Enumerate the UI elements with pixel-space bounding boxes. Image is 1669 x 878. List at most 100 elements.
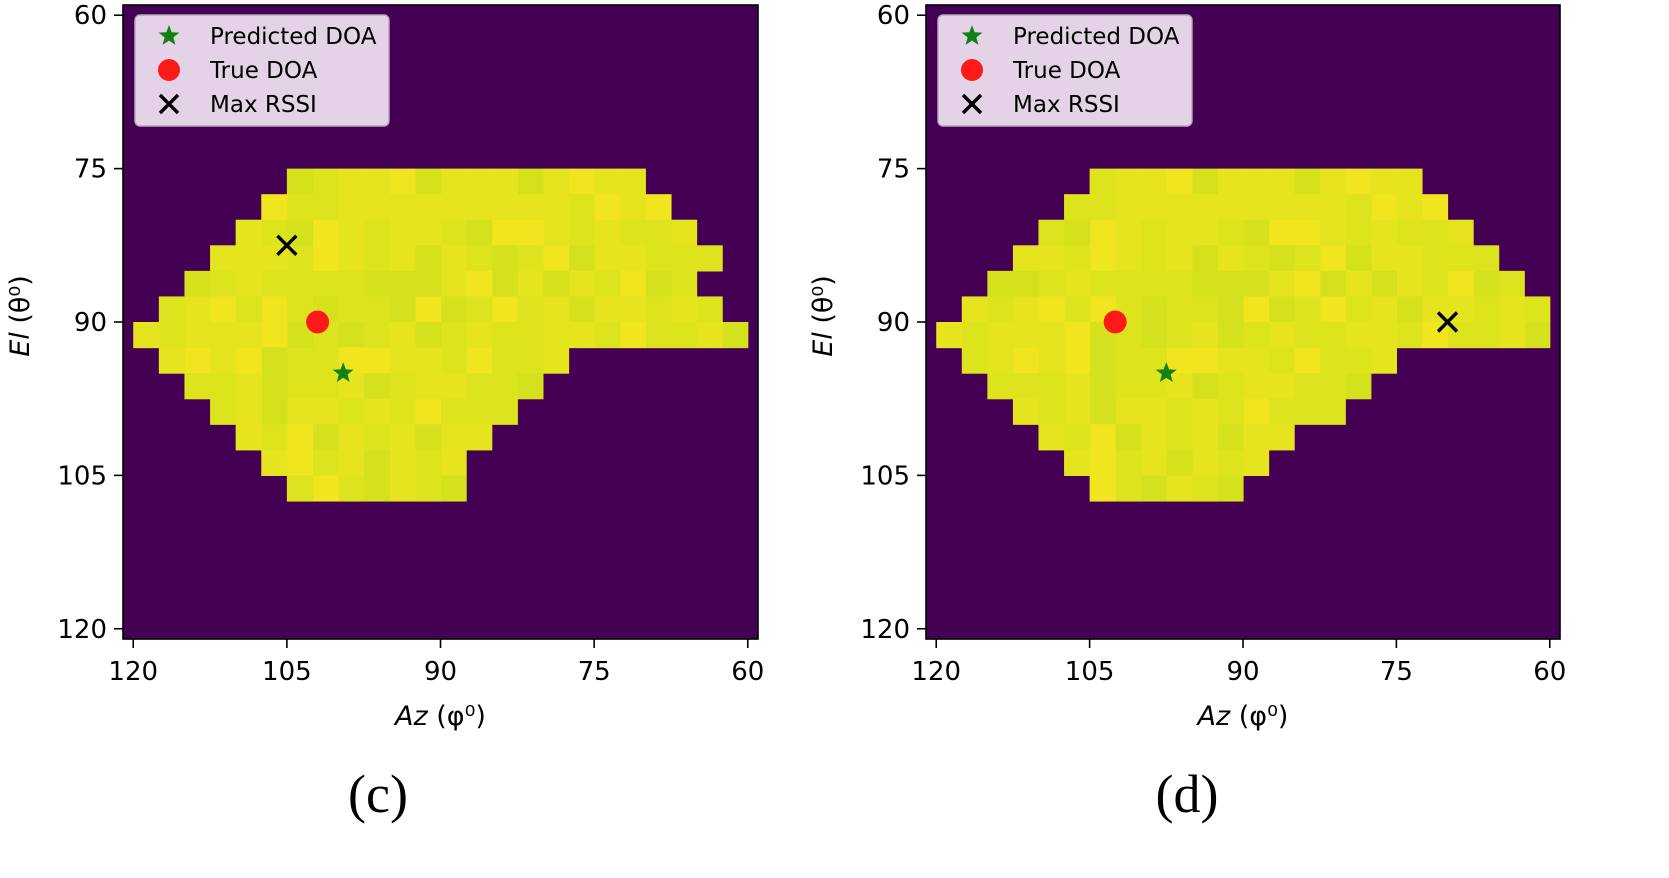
heatmap-cell bbox=[414, 296, 442, 323]
heatmap-cell bbox=[414, 322, 442, 349]
heatmap-cell bbox=[1473, 322, 1500, 349]
heatmap-cell bbox=[261, 194, 288, 221]
heatmap-cell bbox=[235, 424, 262, 451]
heatmap-cell bbox=[1243, 219, 1270, 246]
legend-label-true: True DOA bbox=[209, 58, 318, 84]
heatmap-cell bbox=[670, 219, 698, 246]
heatmap-cell bbox=[363, 270, 390, 298]
heatmap-cell bbox=[1319, 194, 1346, 221]
heatmap-cell bbox=[1345, 322, 1372, 349]
heatmap-cell bbox=[440, 245, 467, 272]
heatmap-region bbox=[133, 168, 749, 502]
y-tick-label: 120 bbox=[57, 615, 107, 645]
heatmap-cell bbox=[1294, 347, 1321, 374]
heatmap-cell bbox=[1191, 245, 1219, 272]
heatmap-cell bbox=[1268, 168, 1295, 195]
heatmap-cell bbox=[1345, 194, 1372, 221]
heatmap-cell bbox=[1243, 245, 1270, 272]
heatmap-cell bbox=[286, 270, 314, 298]
heatmap-cell bbox=[1319, 322, 1346, 349]
heatmap-cell bbox=[363, 168, 390, 195]
heatmap-cell bbox=[696, 322, 723, 349]
x-tick-label: 105 bbox=[262, 657, 312, 687]
heatmap-cell bbox=[1166, 398, 1193, 425]
x-tick-label: 105 bbox=[1065, 657, 1115, 687]
heatmap-cell bbox=[1370, 219, 1397, 246]
x-icon bbox=[158, 93, 180, 115]
heatmap-cell bbox=[1089, 270, 1116, 298]
heatmap-cell bbox=[312, 245, 339, 272]
heatmap-cell bbox=[1498, 322, 1525, 349]
heatmap-cell bbox=[338, 270, 365, 298]
heatmap-cell bbox=[338, 168, 365, 195]
x-axis-unit: (φ⁰) bbox=[1239, 701, 1289, 732]
heatmap-cell bbox=[1115, 168, 1142, 195]
heatmap-cell bbox=[1498, 296, 1525, 323]
heatmap-cell bbox=[961, 296, 988, 323]
heatmap-cell bbox=[1345, 270, 1372, 298]
heatmap-cell bbox=[363, 398, 390, 425]
heatmap-cell bbox=[1447, 270, 1474, 298]
x-tick-label: 90 bbox=[424, 657, 457, 687]
heatmap-cell bbox=[619, 296, 646, 323]
heatmap-cell bbox=[414, 475, 442, 502]
heatmap-cell bbox=[1268, 347, 1295, 374]
heatmap-cell bbox=[389, 168, 416, 195]
heatmap-cell bbox=[594, 219, 621, 246]
heatmap-cell bbox=[261, 322, 288, 349]
x-tick-label: 60 bbox=[1533, 657, 1566, 687]
heatmap-cell bbox=[1319, 296, 1346, 323]
heatmap-cell bbox=[261, 347, 288, 374]
heatmap-cell bbox=[1140, 168, 1167, 195]
heatmap-cell bbox=[594, 296, 621, 323]
heatmap-cell bbox=[1319, 347, 1346, 374]
heatmap-cell bbox=[1421, 245, 1449, 272]
heatmap-cell bbox=[987, 270, 1014, 298]
heatmap-cell bbox=[1319, 245, 1346, 272]
heatmap-cell bbox=[987, 373, 1014, 400]
heatmap-cell bbox=[1319, 168, 1346, 195]
heatmap-cell bbox=[261, 398, 288, 425]
max-rssi-marker bbox=[1436, 311, 1459, 333]
heatmap-cell bbox=[389, 245, 416, 272]
heatmap-cell bbox=[1294, 398, 1321, 425]
heatmap-cell bbox=[1064, 194, 1091, 221]
heatmap-cell bbox=[1268, 194, 1295, 221]
heatmap-cell bbox=[517, 194, 544, 221]
heatmap-cell bbox=[1064, 398, 1091, 425]
heatmap-cell bbox=[1345, 168, 1372, 195]
heatmap-cell bbox=[1421, 219, 1449, 246]
heatmap-cell bbox=[1166, 322, 1193, 349]
heatmap-cell bbox=[1191, 449, 1219, 476]
heatmap-cell bbox=[440, 296, 467, 323]
heatmap-cell bbox=[619, 194, 646, 221]
heatmap-cell bbox=[1294, 270, 1321, 298]
heatmap-cell bbox=[517, 322, 544, 349]
heatmap-cell bbox=[1191, 424, 1219, 451]
heatmap-cell bbox=[517, 373, 544, 400]
y-tick-label: 60 bbox=[74, 1, 107, 31]
heatmap-cell bbox=[491, 373, 518, 400]
heatmap-cell bbox=[1243, 449, 1270, 476]
x-tick-label: 75 bbox=[1380, 657, 1413, 687]
heatmap-cell bbox=[645, 270, 672, 298]
heatmap-cell bbox=[1038, 296, 1065, 323]
heatmap-cell bbox=[696, 245, 723, 272]
heatmap-cell bbox=[210, 322, 237, 349]
heatmap-cell bbox=[363, 347, 390, 374]
heatmap-cell bbox=[210, 398, 237, 425]
heatmap-cell bbox=[1217, 270, 1244, 298]
heatmap-cell bbox=[235, 296, 262, 323]
heatmap-cell bbox=[1268, 296, 1295, 323]
heatmap-cell bbox=[466, 398, 493, 425]
heatmap-cell bbox=[312, 475, 339, 502]
heatmap-cell bbox=[1294, 194, 1321, 221]
heatmap-cell bbox=[261, 449, 288, 476]
heatmap-cell bbox=[1319, 398, 1346, 425]
heatmap-cell bbox=[414, 347, 442, 374]
heatmap-cell bbox=[696, 296, 723, 323]
heatmap-cell bbox=[491, 398, 518, 425]
heatmap-cell bbox=[1012, 296, 1040, 323]
heatmap-cell bbox=[389, 219, 416, 246]
heatmap-cell bbox=[1089, 194, 1116, 221]
